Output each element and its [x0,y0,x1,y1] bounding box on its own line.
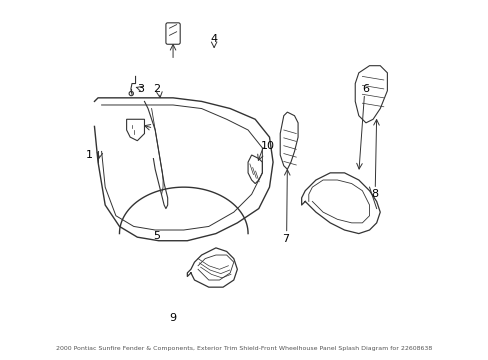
Text: 1: 1 [85,150,92,160]
Text: 10: 10 [260,141,274,151]
Text: 8: 8 [370,189,378,199]
Text: 3: 3 [137,84,143,94]
Text: 5: 5 [153,231,160,242]
Text: 7: 7 [282,234,288,244]
Text: 4: 4 [210,34,217,44]
Text: 6: 6 [362,84,369,94]
Text: 2000 Pontiac Sunfire Fender & Components, Exterior Trim Shield-Front Wheelhouse : 2000 Pontiac Sunfire Fender & Components… [56,346,432,351]
Text: 9: 9 [169,312,176,323]
Text: 2: 2 [153,84,160,94]
